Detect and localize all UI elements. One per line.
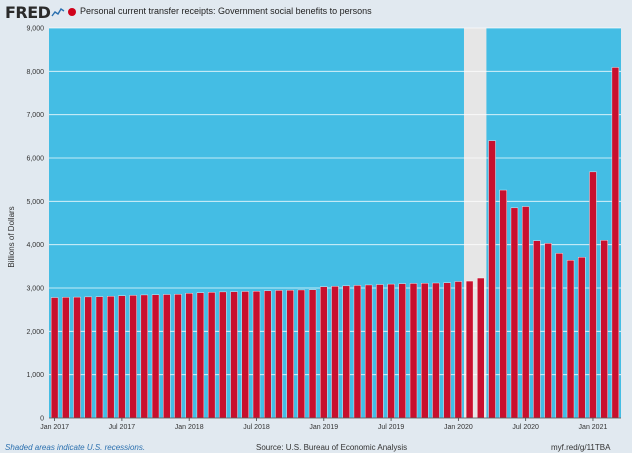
recession-note[interactable]: Shaded areas indicate U.S. recessions. xyxy=(5,443,146,452)
bar-2020-09 xyxy=(544,243,552,419)
bar-2020-10 xyxy=(555,253,563,419)
bar-2017-03 xyxy=(73,296,81,419)
bar-2017-10 xyxy=(151,294,160,419)
y-tick-label: 0 xyxy=(40,416,44,423)
x-tick-label: Jan 2018 xyxy=(175,424,204,431)
bar-2020-08 xyxy=(533,240,541,419)
bar-2020-07 xyxy=(521,206,530,419)
bar-2017-12 xyxy=(174,294,182,419)
bar-2020-06 xyxy=(510,207,519,419)
line-chart-icon xyxy=(51,8,65,17)
y-tick-label: 2,000 xyxy=(26,329,44,336)
x-tick-label: Jan 2019 xyxy=(309,424,338,431)
y-axis-ticks: 0 1,000 2,000 3,000 4,000 5,000 6,000 7,000 8,00… xyxy=(26,26,44,423)
y-tick-label: 1,000 xyxy=(26,372,44,379)
bar-2019-03 xyxy=(342,285,350,419)
bar-2019-04 xyxy=(353,285,362,419)
bar-2018-02 xyxy=(196,292,205,419)
y-tick-label: 5,000 xyxy=(26,199,44,206)
y-tick-label: 9,000 xyxy=(26,26,44,33)
bar-2018-12 xyxy=(308,289,317,419)
bar-2018-11 xyxy=(297,289,306,419)
bar-2018-01 xyxy=(185,293,193,419)
fred-logo[interactable]: FRED xyxy=(5,3,51,22)
y-tick-label: 7,000 xyxy=(26,112,44,119)
bar-2019-08 xyxy=(398,283,406,419)
bar-2019-02 xyxy=(331,286,339,419)
bar-2017-08 xyxy=(129,295,137,419)
bar-2017-04 xyxy=(84,296,92,419)
x-tick-label: Jul 2017 xyxy=(109,424,136,431)
x-tick-label: Jul 2018 xyxy=(243,424,270,431)
x-tick-label: Jan 2017 xyxy=(40,424,69,431)
x-tick-label: Jan 2020 xyxy=(444,424,473,431)
bar-2018-09 xyxy=(275,290,283,419)
bar-2018-10 xyxy=(286,289,294,419)
bar-2019-09 xyxy=(409,283,418,419)
bar-2020-03 xyxy=(477,277,485,419)
x-axis-ticks: Jan 2017 Jul 2017 Jan 2018 Jul 2018 Jan 2019… xyxy=(40,417,621,431)
bar-2017-01 xyxy=(50,297,59,419)
bar-2019-12 xyxy=(443,282,451,419)
bar-2018-07 xyxy=(252,291,261,419)
bar-2017-05 xyxy=(95,296,104,419)
x-tick-label: Jul 2020 xyxy=(512,424,539,431)
y-tick-label: 4,000 xyxy=(26,242,44,249)
y-axis-label: Billions of Dollars xyxy=(7,206,16,267)
bar-2018-05 xyxy=(230,291,238,419)
bar-2020-05 xyxy=(499,189,507,419)
chart-header: FRED Personal current transfer receipts:… xyxy=(0,0,632,26)
bar-2020-11 xyxy=(566,260,575,419)
bar-2020-02 xyxy=(465,280,474,419)
bar-2018-04 xyxy=(219,291,227,419)
bar-2019-06 xyxy=(376,284,384,419)
short-url-link[interactable]: myf.red/g/11TBA xyxy=(551,443,611,452)
bar-2019-05 xyxy=(364,284,373,419)
bar-2020-01 xyxy=(454,281,463,419)
y-tick-label: 8,000 xyxy=(26,69,44,76)
bar-2018-03 xyxy=(207,292,216,419)
series-title[interactable]: Personal current transfer receipts: Gove… xyxy=(80,6,372,16)
source-note: Source: U.S. Bureau of Economic Analysis xyxy=(256,443,408,452)
bar-2019-10 xyxy=(421,283,429,419)
bar-2020-12 xyxy=(578,257,586,419)
y-tick-label: 6,000 xyxy=(26,156,44,163)
y-tick-label: 3,000 xyxy=(26,286,44,293)
bar-2017-07 xyxy=(118,295,126,419)
bar-2019-01 xyxy=(320,286,328,419)
bar-2021-03 xyxy=(611,67,620,419)
bar-2018-06 xyxy=(241,291,249,419)
bar-2019-11 xyxy=(432,282,440,419)
bar-2017-06 xyxy=(107,296,115,419)
bar-2020-04 xyxy=(488,140,496,419)
bar-2021-02 xyxy=(600,240,608,419)
bar-2017-11 xyxy=(163,294,171,419)
x-tick-label: Jul 2019 xyxy=(378,424,405,431)
bar-2018-08 xyxy=(264,290,272,419)
x-tick-label: Jan 2021 xyxy=(579,424,608,431)
bar-2021-01 xyxy=(589,171,597,419)
bar-2017-09 xyxy=(140,294,149,419)
bar-2019-07 xyxy=(387,283,395,419)
bar-2017-02 xyxy=(62,297,70,419)
legend-marker xyxy=(68,8,76,16)
